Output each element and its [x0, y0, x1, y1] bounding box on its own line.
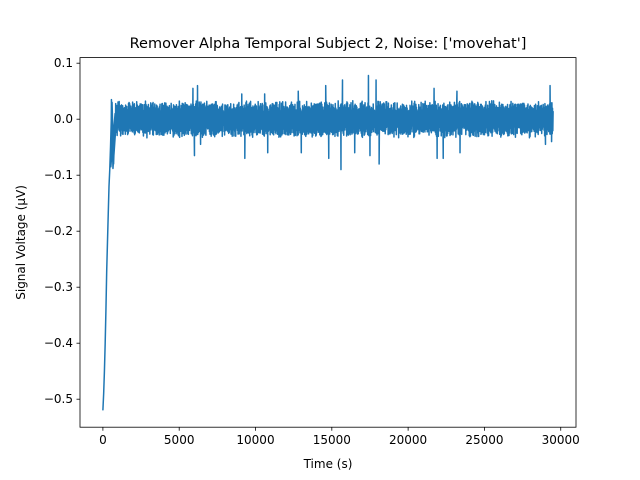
- y-tick-label: −0.3: [44, 280, 73, 294]
- y-tick-label: −0.5: [44, 392, 73, 406]
- axes-frame: [79, 57, 577, 428]
- x-tick-label: 30000: [542, 433, 580, 447]
- y-tick-label: −0.1: [44, 168, 73, 182]
- chart-title: Remover Alpha Temporal Subject 2, Noise:…: [130, 36, 527, 52]
- x-axis: 0 5000 10000 15000 20000 25000 30000: [99, 427, 580, 447]
- x-tick-label: 25000: [465, 433, 503, 447]
- y-axis: −0.5 −0.4 −0.3 −0.2 −0.1 0.0 0.1: [44, 56, 80, 406]
- y-tick-label: 0.0: [54, 112, 73, 126]
- x-tick-label: 5000: [164, 433, 195, 447]
- y-tick-label: 0.1: [54, 56, 73, 70]
- x-tick-label: 20000: [389, 433, 427, 447]
- y-tick-label: −0.2: [44, 224, 73, 238]
- x-axis-label: Time (s): [303, 457, 353, 471]
- plot-area: [102, 74, 554, 411]
- x-tick-label: 15000: [313, 433, 351, 447]
- y-tick-label: −0.4: [44, 336, 73, 350]
- series-line: [102, 74, 554, 411]
- x-tick-label: 10000: [236, 433, 274, 447]
- y-axis-label: Signal Voltage (μV): [14, 185, 28, 300]
- x-tick-label: 0: [99, 433, 107, 447]
